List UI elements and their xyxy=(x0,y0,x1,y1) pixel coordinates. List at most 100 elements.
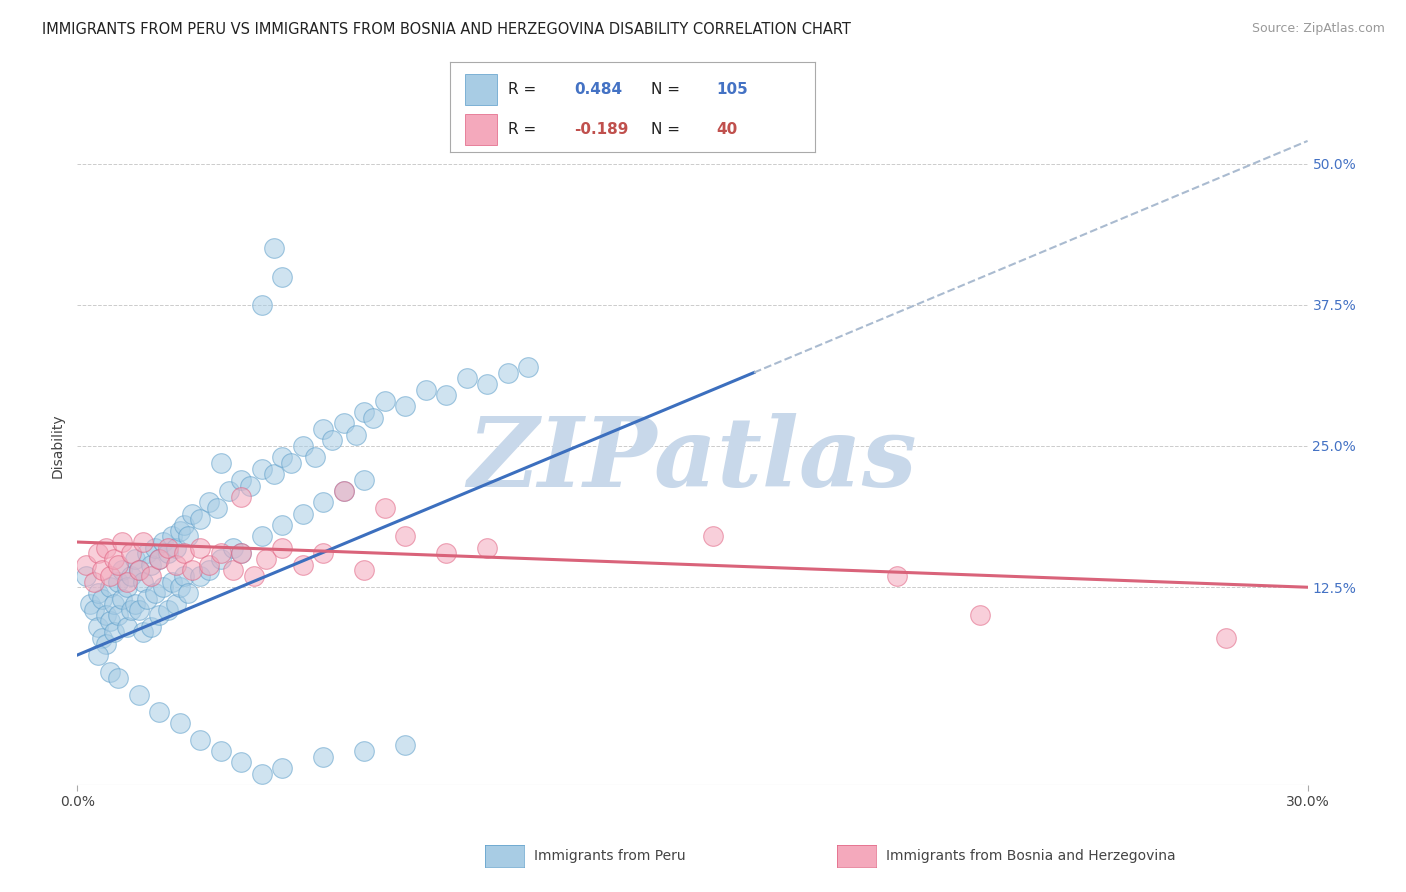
Point xyxy=(141,569,163,583)
Point xyxy=(136,546,159,560)
Point xyxy=(312,422,335,436)
Point xyxy=(136,591,159,606)
Point xyxy=(103,552,125,566)
Point xyxy=(361,410,384,425)
Text: -0.189: -0.189 xyxy=(574,122,628,136)
Point xyxy=(353,563,375,577)
Point xyxy=(173,518,195,533)
Point xyxy=(128,563,150,577)
Point xyxy=(197,558,219,572)
Point xyxy=(132,625,155,640)
Point xyxy=(152,535,174,549)
Point xyxy=(517,359,540,374)
Point xyxy=(250,529,273,543)
Point xyxy=(94,637,117,651)
Point xyxy=(250,461,273,475)
Point xyxy=(124,552,146,566)
Point xyxy=(312,749,335,764)
Point xyxy=(394,400,416,414)
Point xyxy=(128,688,150,702)
Point xyxy=(156,546,179,560)
Point xyxy=(353,405,375,419)
Point xyxy=(141,558,163,572)
Point xyxy=(120,603,142,617)
Text: 40: 40 xyxy=(717,122,738,136)
Point xyxy=(107,671,129,685)
Point xyxy=(107,608,129,623)
Point xyxy=(321,434,343,448)
Point xyxy=(156,603,179,617)
Point xyxy=(280,456,302,470)
Point xyxy=(152,580,174,594)
Point xyxy=(188,541,212,555)
Point xyxy=(188,512,212,526)
Point xyxy=(456,371,478,385)
Point xyxy=(291,507,314,521)
Point xyxy=(98,665,121,679)
Point xyxy=(94,608,117,623)
Point xyxy=(1215,631,1237,645)
Point xyxy=(197,563,219,577)
Point xyxy=(156,541,179,555)
Point xyxy=(75,569,97,583)
Point xyxy=(218,484,240,499)
Point xyxy=(304,450,326,465)
Point xyxy=(209,456,232,470)
Point xyxy=(312,495,335,509)
Point xyxy=(143,541,166,555)
Point xyxy=(169,524,191,538)
Point xyxy=(271,269,294,284)
Point xyxy=(79,597,101,611)
Point xyxy=(222,563,245,577)
Point xyxy=(477,376,499,391)
Point xyxy=(148,552,170,566)
Point xyxy=(242,569,264,583)
Point xyxy=(98,580,121,594)
Point xyxy=(312,546,335,560)
Text: Immigrants from Peru: Immigrants from Peru xyxy=(534,849,686,863)
Y-axis label: Disability: Disability xyxy=(51,414,65,478)
Point xyxy=(111,563,134,577)
Point xyxy=(83,574,105,589)
Point xyxy=(254,552,277,566)
Point xyxy=(333,484,356,499)
Point xyxy=(103,597,125,611)
Point xyxy=(87,586,110,600)
Point xyxy=(415,383,437,397)
Point xyxy=(87,620,110,634)
Point xyxy=(165,541,187,555)
Point xyxy=(231,546,253,560)
Text: Immigrants from Bosnia and Herzegovina: Immigrants from Bosnia and Herzegovina xyxy=(886,849,1175,863)
Point xyxy=(87,546,110,560)
Point xyxy=(181,507,204,521)
Point xyxy=(169,580,191,594)
Point xyxy=(115,620,138,634)
Point xyxy=(132,535,155,549)
Point xyxy=(128,563,150,577)
Point xyxy=(231,756,253,770)
Point xyxy=(98,569,121,583)
Point xyxy=(263,241,285,255)
Point xyxy=(160,574,183,589)
Text: ZIPatlas: ZIPatlas xyxy=(468,413,917,507)
Point xyxy=(124,597,146,611)
Point xyxy=(394,739,416,753)
Point xyxy=(115,580,138,594)
Point xyxy=(120,546,142,560)
Point xyxy=(188,569,212,583)
Point xyxy=(177,586,200,600)
Point xyxy=(886,569,908,583)
Point xyxy=(103,625,125,640)
Point xyxy=(148,608,170,623)
Point xyxy=(291,558,314,572)
Point xyxy=(169,715,191,730)
Point xyxy=(222,541,245,555)
Point xyxy=(111,535,134,549)
Point xyxy=(165,597,187,611)
Point xyxy=(239,478,262,492)
Point xyxy=(436,388,458,402)
Point xyxy=(160,529,183,543)
Point xyxy=(271,518,294,533)
Point xyxy=(181,563,204,577)
Point xyxy=(148,705,170,719)
